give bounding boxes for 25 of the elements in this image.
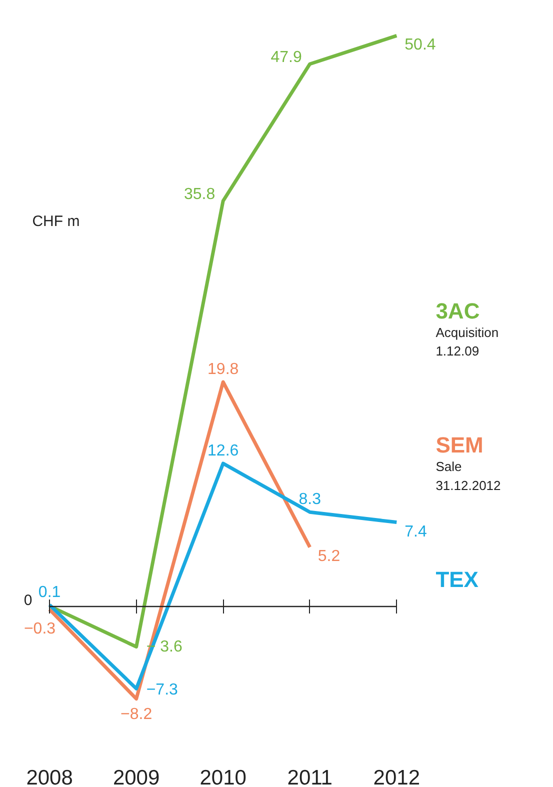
data-label: −7.3 bbox=[146, 682, 178, 699]
data-label: −0.3 bbox=[24, 620, 56, 638]
text: Acquisition 1.12.09 bbox=[436, 324, 499, 359]
x-tick-label: 2008 bbox=[26, 766, 73, 787]
data-label: 19.8 bbox=[208, 360, 239, 378]
data-label: 35.8 bbox=[184, 186, 216, 203]
data-label: 12.6 bbox=[208, 442, 239, 460]
data-label: 7.4 bbox=[404, 523, 427, 540]
data-label: −8.2 bbox=[120, 706, 152, 723]
data-label: 47.9 bbox=[270, 49, 302, 66]
data-label: 5.2 bbox=[318, 548, 340, 566]
data-label: 0.1 bbox=[38, 584, 61, 601]
y-axis-title: CHF m bbox=[32, 212, 80, 230]
data-label: 8.3 bbox=[298, 491, 322, 508]
x-tick-label: 2009 bbox=[112, 766, 160, 787]
text: TEX bbox=[436, 566, 479, 592]
x-tick-label: 2012 bbox=[373, 766, 420, 787]
data-label: − 3.6 bbox=[146, 638, 182, 656]
x-tick-label: 2010 bbox=[200, 766, 246, 787]
text: SEM bbox=[436, 432, 484, 458]
text: 3AC bbox=[436, 298, 480, 324]
text: 0 bbox=[24, 592, 32, 610]
x-tick-label: 2011 bbox=[287, 766, 332, 787]
data-label: 50.4 bbox=[404, 36, 436, 54]
text: Sale 31.12.2012 bbox=[436, 459, 501, 493]
